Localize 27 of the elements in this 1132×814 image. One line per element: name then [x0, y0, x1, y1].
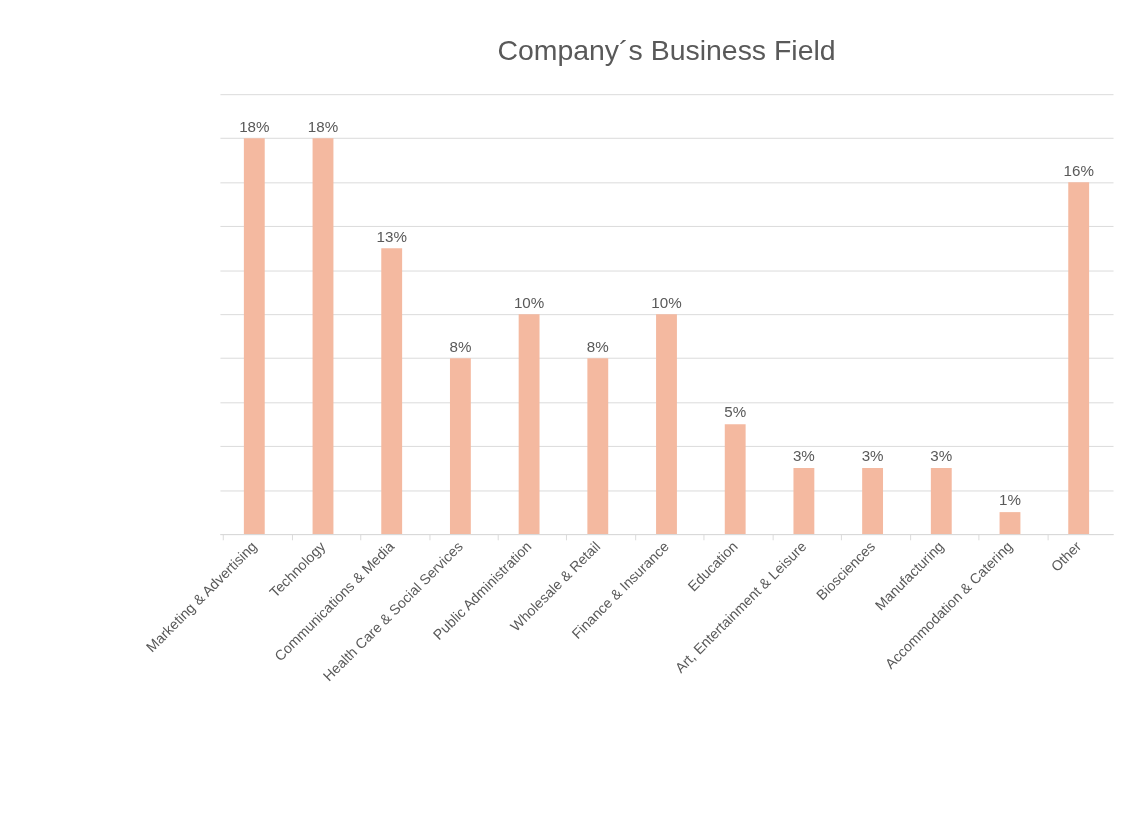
- bar: [449, 358, 471, 535]
- bar: [724, 424, 746, 535]
- data-label: 1%: [999, 491, 1021, 509]
- data-label: 3%: [792, 447, 815, 465]
- data-label: 8%: [586, 337, 609, 355]
- bar: [656, 314, 677, 535]
- bar: [1068, 182, 1090, 535]
- data-label: 3%: [861, 447, 884, 465]
- data-label: 16%: [1063, 161, 1094, 179]
- chart-title: Company´s Business Field: [497, 34, 836, 67]
- bar: [930, 468, 952, 535]
- data-label: 5%: [724, 403, 747, 421]
- bar: [312, 138, 334, 535]
- data-label: 13%: [376, 227, 407, 245]
- data-label: 10%: [513, 293, 545, 311]
- bar: [243, 138, 265, 535]
- bar: [793, 468, 815, 535]
- data-label: 10%: [651, 293, 682, 311]
- data-label: 18%: [307, 117, 339, 135]
- bar: [862, 468, 884, 535]
- bar: [587, 358, 609, 535]
- bar: [999, 512, 1021, 535]
- bar: [518, 314, 540, 535]
- data-label: 18%: [239, 117, 270, 135]
- bar: [381, 248, 403, 535]
- data-label: 3%: [930, 447, 953, 465]
- data-label: 8%: [449, 337, 472, 355]
